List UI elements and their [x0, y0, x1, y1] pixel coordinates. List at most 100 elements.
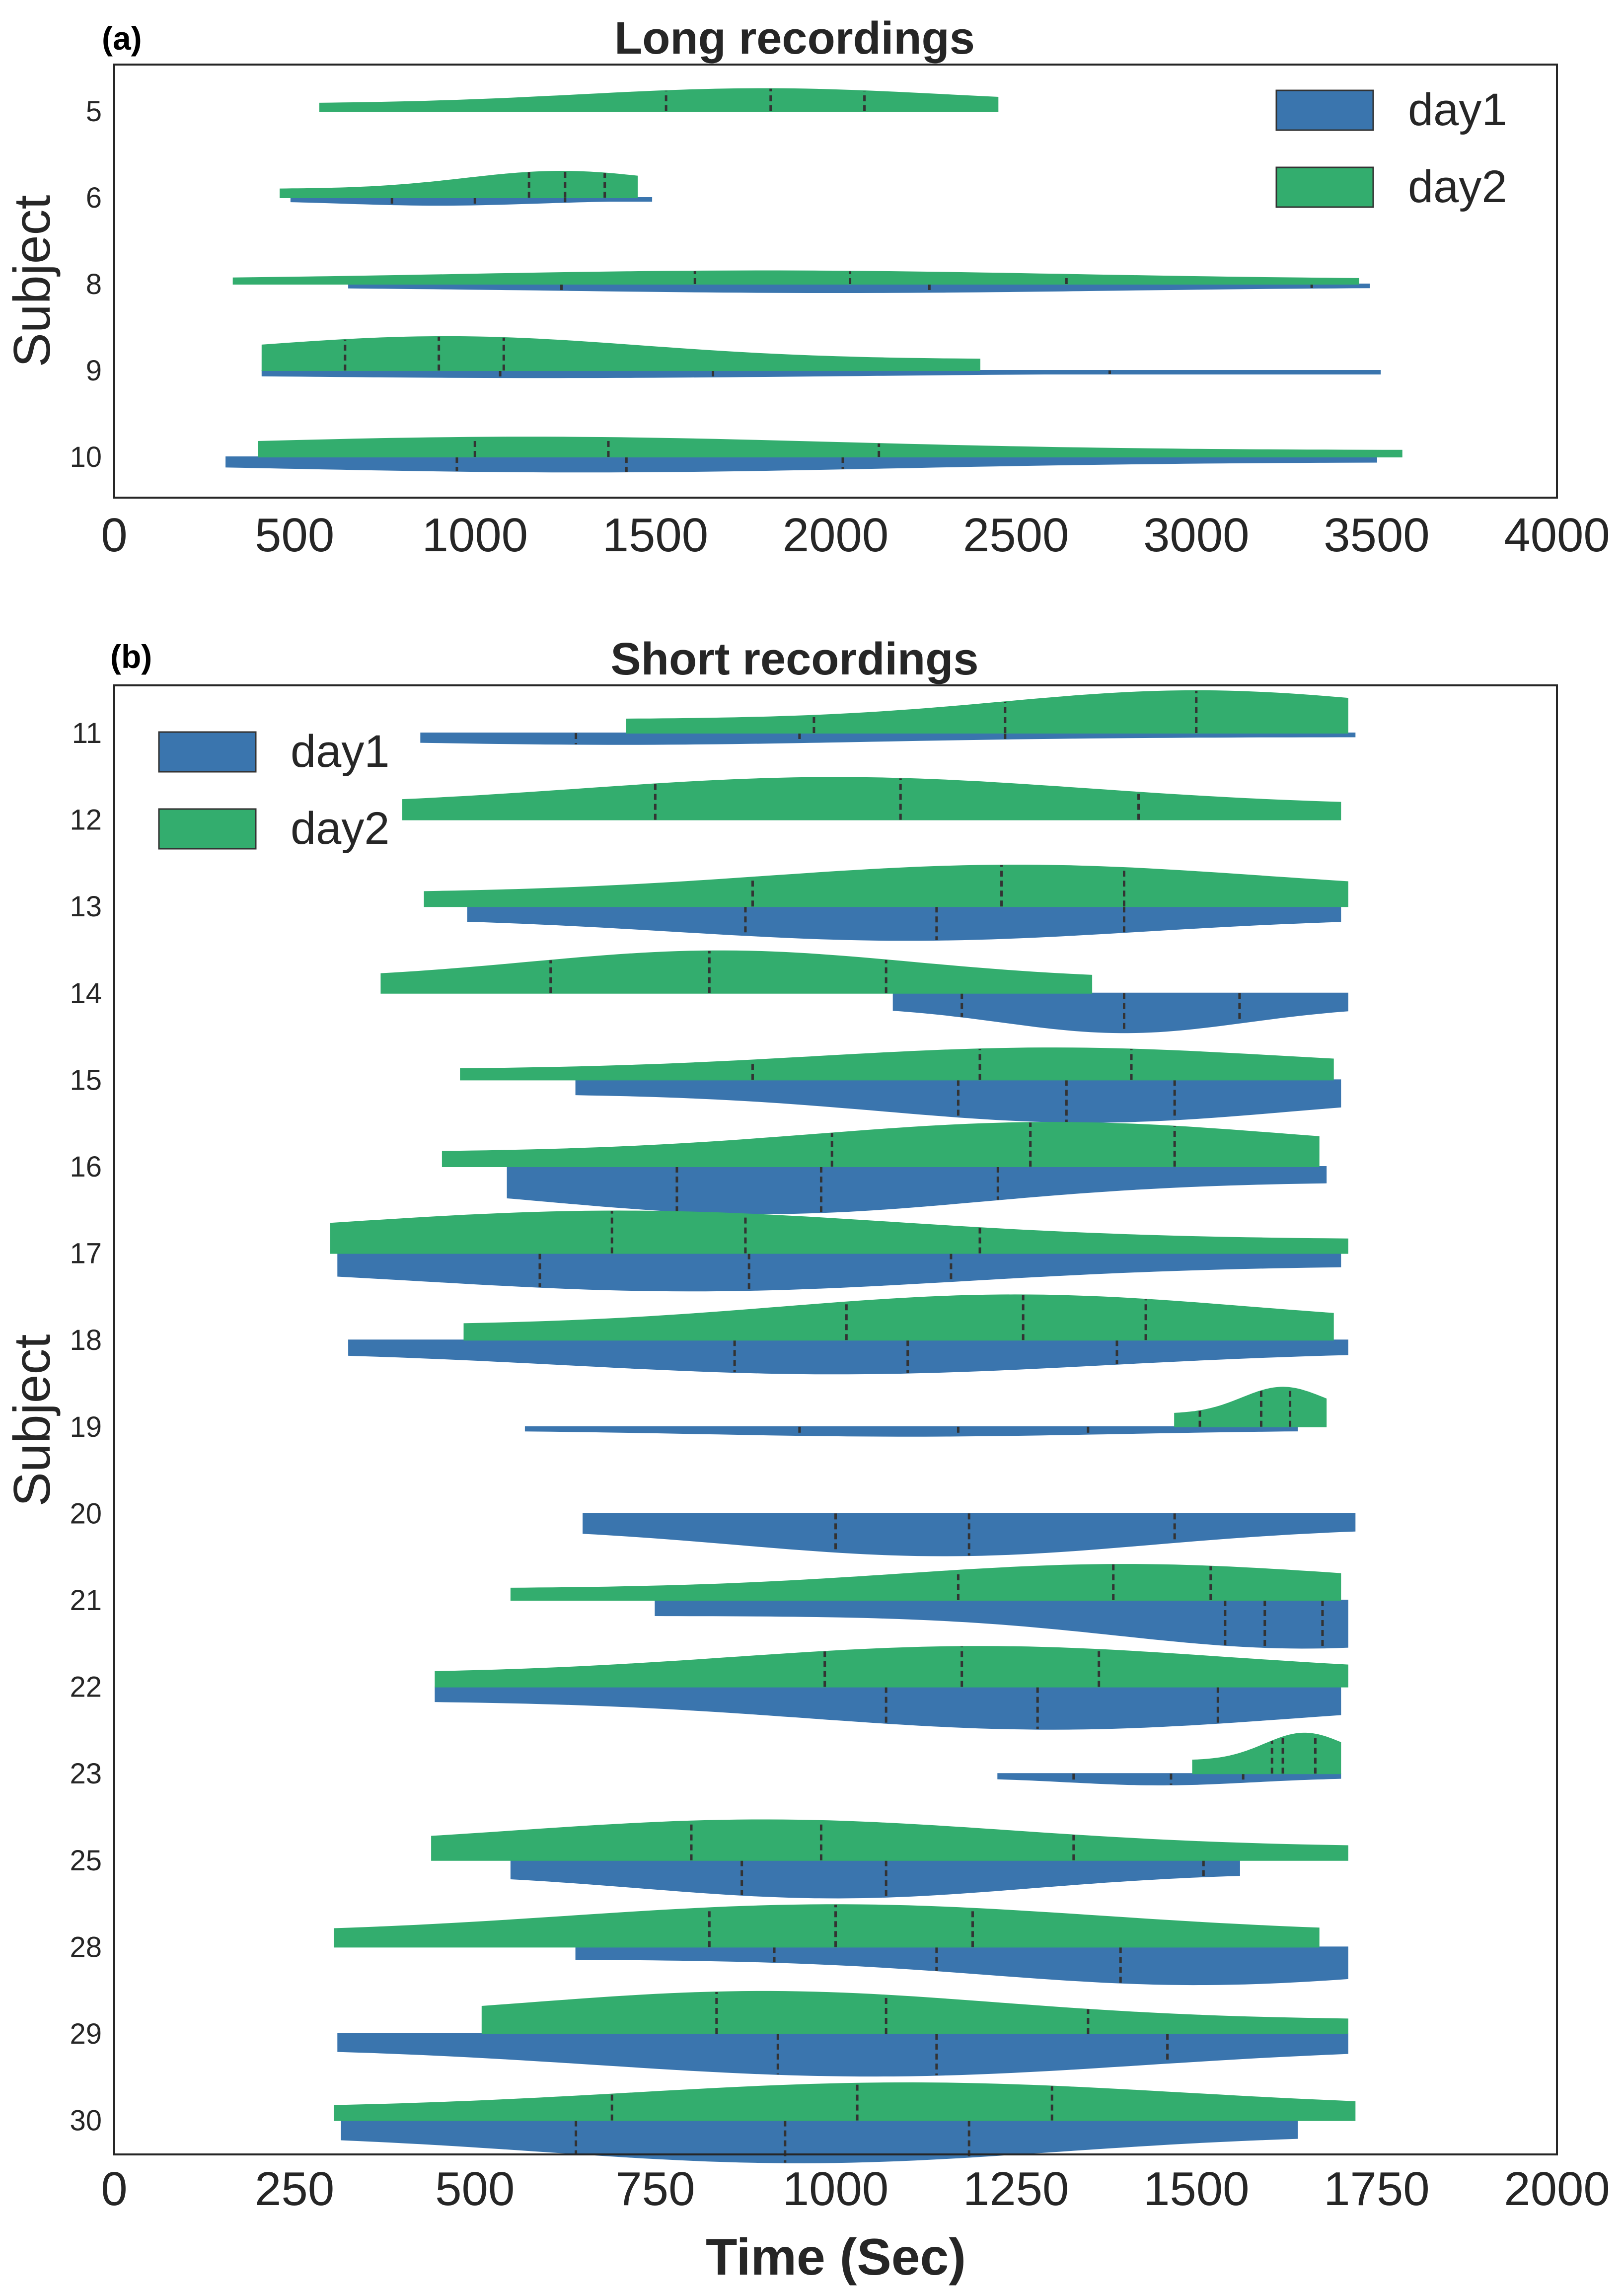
violin-day1-subject-19 — [524, 1426, 1298, 1437]
legend-label-day1: day1 — [1408, 84, 1507, 135]
violin-day2-subject-13 — [424, 865, 1348, 907]
y-axis-short: 11 12 13 14 15 16 17 18 19 20 21 22 23 25 28 29 30 — [70, 717, 102, 2137]
x-tick-label: 0 — [101, 2162, 127, 2216]
x-axis-long: 0 500 1000 1500 2000 2500 3000 3500 4000 — [101, 509, 1610, 562]
legend-label-day1: day1 — [291, 726, 390, 777]
y-tick-label: 29 — [70, 2018, 102, 2050]
y-tick-label: 22 — [70, 1671, 102, 1703]
y-axis-label-long: Subject — [3, 195, 61, 367]
y-tick-label: 16 — [70, 1151, 102, 1183]
legend-swatch-day2 — [158, 808, 257, 850]
x-axis-short: 0 250 500 750 1000 1250 1500 1750 2000 — [101, 2162, 1610, 2216]
y-tick-label: 28 — [70, 1931, 102, 1963]
violin-day2-subject-9 — [261, 336, 980, 371]
x-tick-label: 4000 — [1504, 509, 1610, 562]
x-tick-label: 1000 — [422, 509, 528, 562]
y-tick-label: 12 — [70, 804, 102, 836]
violin-day2-subject-8 — [232, 270, 1359, 285]
legend-label-day2: day2 — [1408, 161, 1507, 212]
violin-day1-subject-28 — [575, 1946, 1348, 1986]
y-tick-label: 21 — [70, 1584, 102, 1617]
plot-area-long — [225, 88, 1403, 473]
y-axis-long: 5 6 8 9 10 — [70, 95, 102, 473]
chart-title-short: Short recordings — [610, 634, 978, 684]
violin-day2-subject-19 — [1174, 1387, 1327, 1427]
y-tick-label: 15 — [70, 1064, 102, 1096]
violin-day1-subject-6 — [290, 197, 653, 206]
plot-area-short — [330, 690, 1356, 2163]
legend-swatch-day2 — [1275, 166, 1374, 208]
violin-day1-subject-22 — [435, 1686, 1341, 1730]
violin-day1-subject-17 — [337, 1253, 1341, 1292]
plot-frame-long — [113, 64, 1558, 499]
y-tick-label: 14 — [70, 977, 102, 1010]
panel-long-recordings: (a) Long recordings 0 500 1000 1500 2000 2500… — [3, 13, 1610, 562]
violin-day2-subject-12 — [402, 777, 1341, 820]
violin-day1-subject-29 — [337, 2033, 1348, 2077]
y-tick-label: 13 — [70, 890, 102, 923]
violin-day2-subject-28 — [333, 1904, 1320, 1948]
x-tick-label: 3500 — [1324, 509, 1430, 562]
x-tick-label: 2500 — [963, 509, 1069, 562]
panel-label-a: (a) — [102, 20, 142, 57]
plot-frame-short — [113, 684, 1558, 2155]
legend-swatch-day1 — [158, 731, 257, 773]
y-tick-label: 9 — [86, 355, 102, 387]
y-tick-label: 25 — [70, 1845, 102, 1877]
y-tick-label: 20 — [70, 1497, 102, 1530]
legend-label-day2: day2 — [291, 803, 390, 854]
panel-label-b: (b) — [110, 638, 152, 675]
violin-day1-subject-8 — [348, 284, 1370, 293]
violin-day2-subject-23 — [1192, 1732, 1341, 1774]
y-tick-label: 30 — [70, 2105, 102, 2137]
violin-day1-subject-16 — [507, 1166, 1327, 1214]
x-tick-label: 250 — [255, 2162, 334, 2216]
x-tick-label: 1750 — [1324, 2162, 1430, 2216]
legend-swatch-day1 — [1275, 89, 1374, 131]
y-tick-label: 19 — [70, 1411, 102, 1443]
violin-day2-subject-17 — [330, 1210, 1348, 1254]
x-tick-label: 750 — [615, 2162, 695, 2216]
violin-day2-subject-21 — [510, 1564, 1341, 1601]
violin-day2-subject-15 — [460, 1047, 1334, 1081]
x-tick-label: 1500 — [602, 509, 709, 562]
legend-long: day1 day2 — [1275, 84, 1507, 212]
x-tick-label: 2000 — [783, 509, 889, 562]
violin-day2-subject-6 — [280, 170, 638, 198]
violin-day2-subject-30 — [333, 2082, 1356, 2121]
violin-day2-subject-11 — [626, 690, 1348, 734]
violin-day1-subject-11 — [420, 733, 1356, 745]
violin-day1-subject-10 — [225, 456, 1377, 473]
x-tick-label: 2000 — [1504, 2162, 1610, 2216]
violin-day1-subject-14 — [892, 992, 1348, 1034]
violin-day1-subject-18 — [348, 1339, 1348, 1375]
violin-day1-subject-13 — [467, 906, 1341, 941]
x-tick-label: 500 — [255, 509, 334, 562]
x-tick-label: 3000 — [1143, 509, 1250, 562]
y-tick-label: 23 — [70, 1758, 102, 1790]
violin-day2-subject-25 — [431, 1819, 1348, 1861]
y-axis-label-short: Subject — [3, 1334, 61, 1506]
y-tick-label: 10 — [70, 441, 102, 473]
violin-day2-subject-5 — [319, 88, 999, 112]
x-tick-label: 1000 — [783, 2162, 889, 2216]
x-tick-label: 1250 — [963, 2162, 1069, 2216]
violin-day2-subject-18 — [463, 1294, 1334, 1341]
y-tick-label: 17 — [70, 1238, 102, 1270]
violin-day1-subject-21 — [655, 1600, 1348, 1649]
violin-day2-subject-22 — [435, 1646, 1348, 1688]
chart-title-long: Long recordings — [614, 13, 975, 64]
x-axis-label: Time (Sec) — [706, 2228, 966, 2286]
x-tick-label: 500 — [435, 2162, 515, 2216]
y-tick-label: 11 — [72, 717, 102, 749]
x-tick-label: 0 — [101, 509, 127, 562]
legend-short: day1 day2 — [158, 726, 390, 854]
y-tick-label: 5 — [86, 95, 102, 128]
panel-short-recordings: (b) Short recordings 0 250 500 750 1000 1250 1… — [3, 634, 1610, 2286]
violin-day1-subject-30 — [341, 2120, 1298, 2163]
violin-day1-subject-25 — [510, 1859, 1240, 1899]
violin-day1-subject-23 — [997, 1773, 1341, 1785]
x-tick-label: 1500 — [1143, 2162, 1250, 2216]
y-tick-label: 6 — [86, 182, 102, 214]
